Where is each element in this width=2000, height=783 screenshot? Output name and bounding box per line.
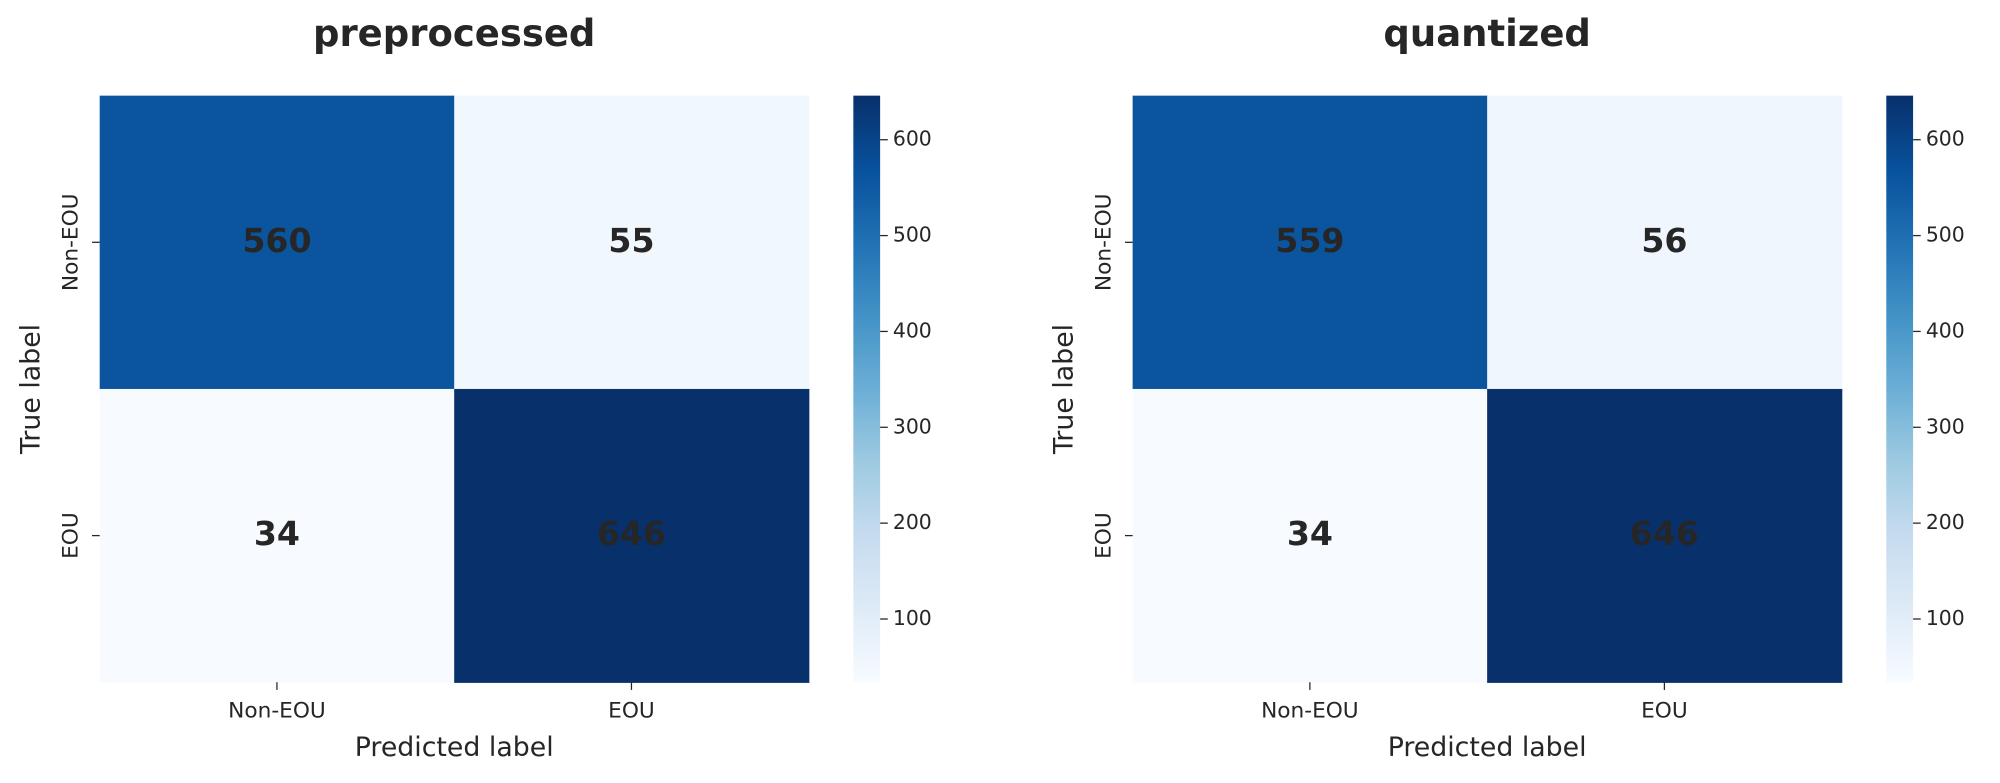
colorbar-tick-label: 300: [1926, 414, 1965, 438]
cell-label: 559: [1275, 221, 1344, 260]
y-tick-label: Non-EOU: [59, 194, 84, 292]
colorbar-tick-label: 300: [893, 414, 932, 438]
heatmap-cell: [99, 388, 455, 683]
cell-label: 34: [254, 514, 300, 553]
colorbar-tick-label: 500: [893, 223, 932, 247]
colorbar-tick-label: 100: [1926, 606, 1965, 630]
heatmap-cell: [99, 95, 455, 390]
colorbar-tick-label: 400: [1926, 318, 1965, 342]
cell-label: 34: [1287, 514, 1333, 553]
colorbar-tick-label: 400: [893, 318, 932, 342]
colorbar-tick-label: 500: [1926, 223, 1965, 247]
x-tick-label: EOU: [1641, 699, 1688, 724]
x-axis-label: Predicted label: [1388, 732, 1587, 763]
chart-title: preprocessed: [313, 12, 595, 55]
heatmap-cell: [454, 95, 810, 390]
heatmap-cell: [1487, 95, 1843, 390]
cell-label: 55: [608, 221, 654, 260]
colorbar-tick-label: 600: [1926, 127, 1965, 151]
cell-label: 646: [597, 514, 666, 553]
colorbar-tick-label: 600: [893, 127, 932, 151]
colorbar: [853, 95, 881, 683]
colorbar: [1886, 95, 1914, 683]
x-tick-label: Non-EOU: [1261, 699, 1359, 724]
cell-label: 560: [242, 221, 311, 260]
y-tick-label: EOU: [1092, 512, 1117, 559]
cell-label: 646: [1630, 514, 1699, 553]
heatmap-cell: [1132, 388, 1488, 683]
colorbar-tick-label: 200: [893, 510, 932, 534]
y-tick-label: Non-EOU: [1092, 194, 1117, 292]
heatmap-cell: [454, 388, 810, 683]
x-tick-label: EOU: [608, 699, 655, 724]
x-axis-label: Predicted label: [355, 732, 554, 763]
y-axis-label: True label: [1049, 324, 1080, 455]
y-tick-label: EOU: [59, 512, 84, 559]
chart-title: quantized: [1383, 12, 1590, 55]
heatmap-cell: [1132, 95, 1488, 390]
colorbar-tick-label: 200: [1926, 510, 1965, 534]
colorbar-tick-label: 100: [893, 606, 932, 630]
x-tick-label: Non-EOU: [228, 699, 326, 724]
cell-label: 56: [1641, 221, 1687, 260]
y-axis-label: True label: [16, 324, 47, 455]
heatmap-cell: [1487, 388, 1843, 683]
